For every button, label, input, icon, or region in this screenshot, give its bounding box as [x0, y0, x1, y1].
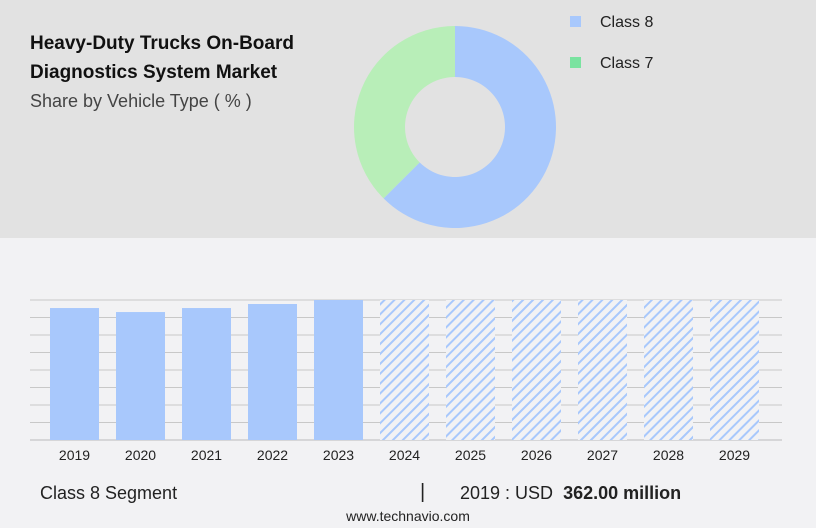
- forecast-bar-2024: [380, 300, 429, 440]
- x-tick-label: 2026: [521, 447, 552, 463]
- bar-2022: [248, 304, 297, 440]
- forecast-bar-2028: [644, 300, 693, 440]
- legend-item-class-7: Class 7: [570, 55, 653, 73]
- x-tick-label: 2024: [389, 447, 420, 463]
- forecast-bar-2027: [578, 300, 627, 440]
- x-tick-label: 2021: [191, 447, 222, 463]
- bar-2019: [50, 308, 99, 440]
- bar-2021: [182, 308, 231, 440]
- legend-label: Class 8: [600, 14, 654, 31]
- chart-title-line2: Diagnostics System Market: [30, 62, 278, 83]
- segment-value: 2019 : USD 362.00 million: [460, 483, 681, 504]
- x-tick-label: 2025: [455, 447, 486, 463]
- source-url: www.technavio.com: [346, 508, 470, 524]
- x-tick-label: 2022: [257, 447, 288, 463]
- donut-slice-class-8: [383, 26, 556, 228]
- x-tick-label: 2023: [323, 447, 354, 463]
- forecast-bar-2026: [512, 300, 561, 440]
- x-tick-label: 2028: [653, 447, 684, 463]
- bar-2020: [116, 312, 165, 440]
- forecast-bar-2029: [710, 300, 759, 440]
- year-label: 2019 : USD: [460, 483, 554, 503]
- x-tick-label: 2029: [719, 447, 750, 463]
- donut-slice-class-7: [353, 26, 455, 199]
- x-tick-label: 2027: [587, 447, 618, 463]
- legend-swatch: [570, 57, 581, 68]
- legend-swatch: [570, 16, 581, 27]
- chart-title-line1: Heavy-Duty Trucks On-Board: [30, 33, 294, 54]
- x-tick-label: 2020: [125, 447, 156, 463]
- value-text: 362.00 million: [563, 483, 682, 503]
- forecast-bar-2025: [446, 300, 495, 440]
- x-tick-label: 2019: [59, 447, 90, 463]
- separator: |: [420, 481, 426, 503]
- bar-2023: [314, 300, 363, 440]
- legend-label: Class 7: [600, 55, 654, 72]
- chart-subtitle: Share by Vehicle Type ( % ): [30, 91, 252, 111]
- segment-label: Class 8 Segment: [40, 483, 178, 503]
- legend-item-class-8: Class 8: [570, 14, 653, 32]
